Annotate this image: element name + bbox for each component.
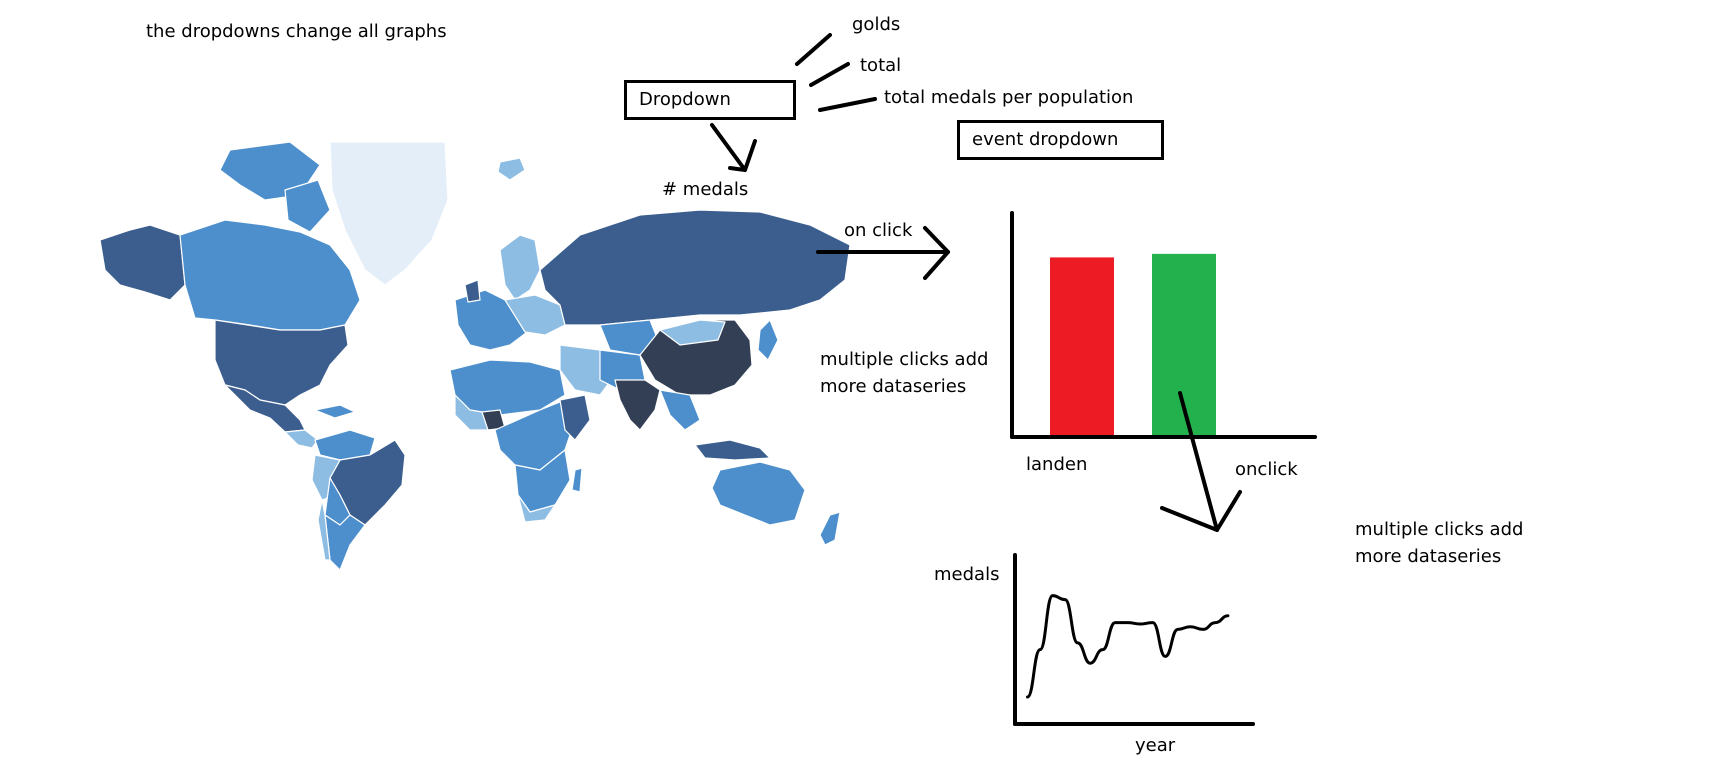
- dropdown-option-total-per-population[interactable]: total medals per population: [884, 87, 1134, 108]
- bar-note-line-2: more dataseries: [820, 376, 967, 397]
- map-mongolia[interactable]: [659, 319, 726, 346]
- bar-chart-axes: [1010, 211, 1317, 439]
- map-russia[interactable]: [539, 209, 851, 326]
- map-iceland[interactable]: [497, 157, 526, 181]
- bar-x-axis-label: landen: [1026, 454, 1088, 475]
- map-argentina[interactable]: [324, 514, 366, 571]
- map-east-africa[interactable]: [559, 394, 591, 441]
- line-chart-series[interactable]: [1026, 594, 1230, 699]
- on-click-arrow: [816, 226, 950, 280]
- on-click-label: on click: [844, 220, 913, 241]
- map-australia[interactable]: [711, 461, 806, 526]
- dropdown-option-connectors: [795, 33, 877, 112]
- bar-multiple-clicks-note: multiple clicks add more dataseries: [820, 346, 988, 400]
- dropdown-to-map-arrow: [710, 123, 757, 172]
- map-se-asia[interactable]: [659, 389, 701, 431]
- onclick-label: onclick: [1235, 459, 1298, 480]
- onclick-arrow: [1160, 391, 1242, 532]
- bar-note-line-1: multiple clicks add: [820, 349, 989, 370]
- dropdown-option-total[interactable]: total: [860, 55, 902, 76]
- line-multiple-clicks-note: multiple clicks add more dataseries: [1355, 516, 1523, 570]
- map-uk[interactable]: [464, 279, 481, 303]
- note-dropdowns-change-graphs: the dropdowns change all graphs: [146, 21, 447, 42]
- map-baffin[interactable]: [284, 179, 331, 233]
- map-canada[interactable]: [179, 219, 361, 331]
- map-medals-label: # medals: [662, 179, 749, 200]
- line-note-line-2: more dataseries: [1355, 546, 1502, 567]
- dropdown-option-golds[interactable]: golds: [852, 14, 901, 35]
- map-central-america[interactable]: [284, 429, 319, 449]
- event-dropdown[interactable]: event dropdown: [957, 120, 1164, 160]
- map-chile[interactable]: [317, 499, 331, 561]
- map-japan[interactable]: [757, 319, 779, 361]
- map-madagascar[interactable]: [571, 467, 583, 493]
- metric-dropdown[interactable]: Dropdown: [624, 80, 796, 120]
- line-chart-axes: [1013, 553, 1255, 726]
- map-greenland[interactable]: [329, 141, 449, 286]
- bar-chart-bars[interactable]: [1050, 253, 1216, 435]
- line-x-axis-label: year: [1135, 735, 1176, 756]
- map-europe-west[interactable]: [454, 289, 531, 351]
- map-india[interactable]: [614, 379, 661, 431]
- map-indonesia[interactable]: [694, 439, 771, 461]
- world-map[interactable]: [99, 141, 851, 571]
- bar-1[interactable]: [1050, 257, 1114, 435]
- map-scandinavia[interactable]: [499, 234, 541, 301]
- line-note-line-1: multiple clicks add: [1355, 519, 1524, 540]
- map-south-africa[interactable]: [517, 494, 556, 523]
- line-y-axis-label: medals: [934, 564, 1000, 585]
- map-arctic-islands[interactable]: [219, 141, 321, 201]
- map-new-zealand[interactable]: [819, 511, 841, 546]
- map-alaska[interactable]: [99, 224, 186, 301]
- map-caribbean[interactable]: [314, 404, 356, 419]
